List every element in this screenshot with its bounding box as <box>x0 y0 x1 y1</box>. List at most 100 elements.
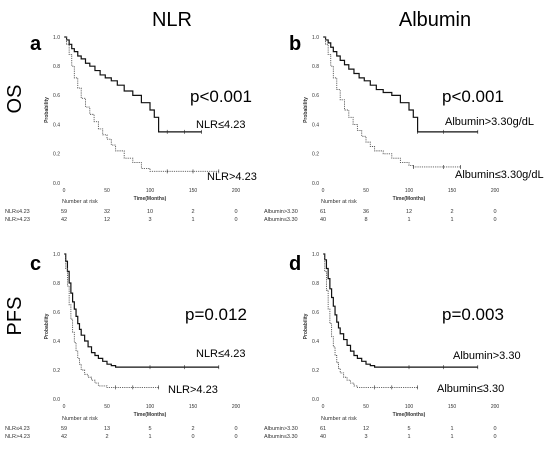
column-title-albumin: Albumin <box>399 9 471 31</box>
panel-a-series-label-1: NLR≤4.23 <box>196 119 245 131</box>
panel-b-y-tick-label: 0.4 <box>312 122 319 128</box>
panel-a-series-label-2: NLR>4.23 <box>207 171 257 183</box>
panel-d-series-label-1: Albumin>3.30 <box>453 350 521 362</box>
panel-c-survival-curve-2 <box>64 253 159 388</box>
panel-b-p-value: p<0.001 <box>442 87 504 106</box>
panel-a-y-tick-label: 0.6 <box>53 93 60 99</box>
panel-d-risk-table-title: Number at risk <box>321 416 357 422</box>
panel-a-risk-table-title: Number at risk <box>62 199 98 205</box>
panel-c-risk-count: 2 <box>191 426 194 432</box>
panel-d-risk-row-label: Albumin≤3.30 <box>264 434 298 440</box>
panel-c-risk-count: 59 <box>61 426 67 432</box>
panel-b-y-tick-label: 0.0 <box>312 181 319 187</box>
panel-d-risk-row-label: Albumin>3.30 <box>264 426 298 432</box>
panel-d-risk-count: 40 <box>320 434 326 440</box>
panel-d-x-tick-label: 50 <box>363 404 369 410</box>
panel-c-pfs-nlr: 0.00.20.40.60.81.00 50 100 150 200Time(Month… <box>5 252 247 440</box>
panel-a-risk-count: 32 <box>104 209 110 215</box>
row-title-pfs: PFS <box>4 297 26 336</box>
panel-d-y-tick-label: 0.4 <box>312 339 319 345</box>
panel-a-x-tick-label: 200 <box>232 188 241 194</box>
panel-a-risk-row-label: NLR>4.23 <box>5 217 30 223</box>
panel-d-risk-count: 0 <box>493 426 496 432</box>
panel-b-risk-count: 61 <box>320 209 326 215</box>
panel-d-risk-count: 61 <box>320 426 326 432</box>
panel-b-x-tick-label: 100 <box>405 188 414 194</box>
panel-b-x-tick-label: 50 <box>363 188 369 194</box>
panel-b-y-tick-label: 0.2 <box>312 152 319 158</box>
panel-c-x-tick-label: 50 <box>104 404 110 410</box>
panel-c-p-value: p=0.012 <box>185 305 247 324</box>
panel-d-x-tick-label: 0 <box>322 404 325 410</box>
panel-d-survival-curve-1 <box>323 253 478 368</box>
panel-b-x-tick-label: 200 <box>491 188 500 194</box>
panel-b-risk-count: 8 <box>364 217 367 223</box>
panel-b-risk-count: 40 <box>320 217 326 223</box>
panel-d-survival-curve-2 <box>323 253 418 388</box>
panel-b-risk-count: 0 <box>493 217 496 223</box>
panel-d-series-label-2: Albumin≤3.30 <box>437 383 504 395</box>
panel-a-risk-count: 0 <box>234 217 237 223</box>
panel-c-y-tick-label: 0.0 <box>53 397 60 403</box>
panel-c-x-tick-label: 100 <box>146 404 155 410</box>
panel-a-risk-count: 12 <box>104 217 110 223</box>
panel-d-pfs-albumin: 0.00.20.40.60.81.00 50 100 150 200Time(Month… <box>264 252 521 440</box>
panel-a-survival-curve-1 <box>64 36 202 133</box>
panel-letter-c: c <box>30 253 41 275</box>
panel-b-os-albumin: 0.00.20.40.60.81.00 50 100 150 200Time(Month… <box>264 35 544 223</box>
panel-b-risk-row-label: Albumin>3.30 <box>264 209 298 215</box>
panel-d-y-tick-label: 0.6 <box>312 310 319 316</box>
panel-c-y-tick-label: 0.6 <box>53 310 60 316</box>
panel-d-risk-count: 12 <box>363 426 369 432</box>
panel-c-x-axis-label: Time(Months) <box>134 412 167 418</box>
panel-d-x-axis-label: Time(Months) <box>393 412 426 418</box>
panel-c-risk-count: 13 <box>104 426 110 432</box>
panel-b-survival-curve-1 <box>323 36 478 133</box>
panel-a-risk-count: 42 <box>61 217 67 223</box>
panel-a-risk-count: 10 <box>147 209 153 215</box>
panel-d-y-tick-label: 0.2 <box>312 368 319 374</box>
panel-c-x-tick-label: 150 <box>189 404 198 410</box>
panel-d-risk-count: 3 <box>364 434 367 440</box>
panel-a-risk-row-label: NLR≤4.23 <box>5 209 30 215</box>
panel-a-risk-count: 0 <box>234 209 237 215</box>
panel-d-y-tick-label: 0.8 <box>312 281 319 287</box>
panel-c-risk-count: 5 <box>148 426 151 432</box>
panel-b-y-tick-label: 0.6 <box>312 93 319 99</box>
panel-b-x-axis-label: Time(Months) <box>393 196 426 202</box>
panel-a-risk-count: 2 <box>191 209 194 215</box>
panel-d-risk-count: 0 <box>493 434 496 440</box>
panel-a-os-nlr: 0.00.20.40.60.81.00 50 100 150 200Time(Month… <box>5 35 257 223</box>
panel-b-risk-count: 36 <box>363 209 369 215</box>
panel-d-risk-count: 5 <box>407 426 410 432</box>
panel-a-x-tick-label: 100 <box>146 188 155 194</box>
panel-a-y-tick-label: 0.0 <box>53 181 60 187</box>
panel-c-risk-row-label: NLR≤4.23 <box>5 426 30 432</box>
panel-d-y-axis-label: Probability <box>303 313 309 339</box>
panel-d-risk-count: 1 <box>450 426 453 432</box>
panel-c-series-label-1: NLR≤4.23 <box>196 348 245 360</box>
panel-c-y-axis-label: Probability <box>44 313 50 339</box>
panel-letter-d: d <box>289 253 301 275</box>
panel-b-risk-count: 12 <box>406 209 412 215</box>
panel-b-series-label-2: Albumin≤3.30g/dL <box>455 169 544 181</box>
panel-a-risk-count: 3 <box>148 217 151 223</box>
panel-c-risk-row-label: NLR>4.23 <box>5 434 30 440</box>
panel-letter-b: b <box>289 33 301 55</box>
panel-d-risk-count: 1 <box>450 434 453 440</box>
panel-a-risk-count: 1 <box>191 217 194 223</box>
panel-a-x-tick-label: 0 <box>63 188 66 194</box>
panel-b-x-tick-label: 0 <box>322 188 325 194</box>
row-title-os: OS <box>4 85 26 114</box>
panel-b-series-label-1: Albumin>3.30g/dL <box>445 116 534 128</box>
panel-b-risk-row-label: Albumin≤3.30 <box>264 217 298 223</box>
panel-c-risk-count: 42 <box>61 434 67 440</box>
panel-a-x-tick-label: 50 <box>104 188 110 194</box>
panel-b-y-tick-label: 0.8 <box>312 64 319 70</box>
panel-d-risk-count: 1 <box>407 434 410 440</box>
panel-d-x-tick-label: 100 <box>405 404 414 410</box>
panel-d-p-value: p=0.003 <box>442 305 504 324</box>
panel-c-risk-count: 1 <box>148 434 151 440</box>
panel-c-survival-curve-1 <box>64 253 219 368</box>
